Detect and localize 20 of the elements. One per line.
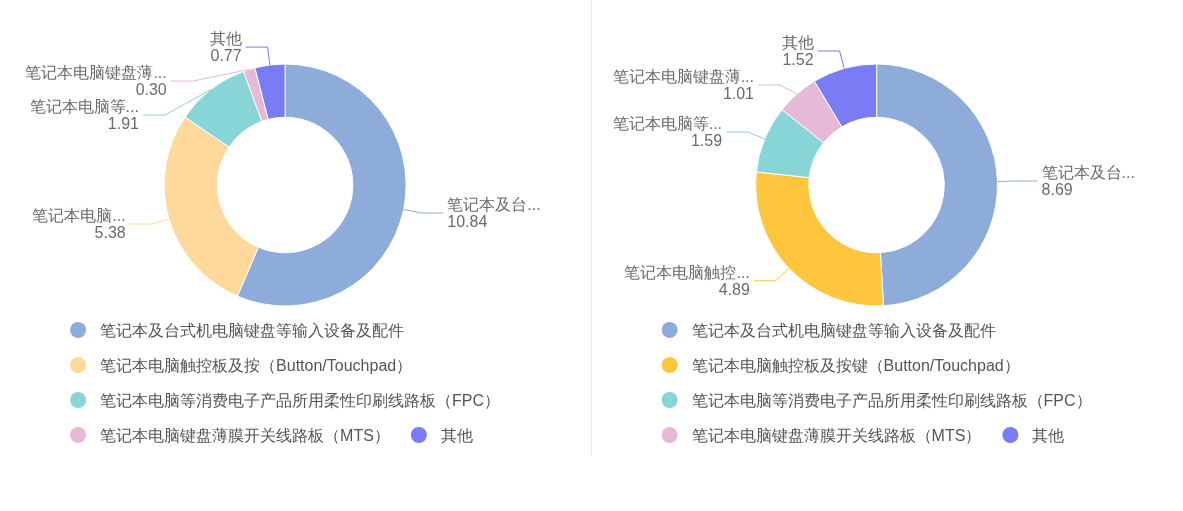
legend-label: 笔记本及台式机电脑键盘等输入设备及配件	[691, 321, 996, 339]
data-label: 其他 0.77	[209, 30, 242, 65]
legend-label: 其他	[440, 426, 473, 444]
data-label: 笔记本电脑等... 1.59	[612, 115, 723, 150]
data-label: 笔记本电脑... 5.38	[32, 207, 126, 242]
legend-label: 其他	[1032, 426, 1065, 444]
legend-label: 笔记本电脑触控板及按（Button/Touchpad）	[100, 356, 413, 374]
legend-label: 笔记本及台式机电脑键盘等输入设备及配件	[100, 321, 405, 339]
data-label: 其他 1.52	[781, 34, 814, 69]
data-label: 笔记本电脑键盘薄... 0.30	[25, 64, 167, 99]
legend-label: 笔记本电脑触控板及按键（Button/Touchpad）	[691, 356, 1020, 374]
legend-label: 笔记本电脑等消费电子产品所用柔性印刷线路板（FPC）	[100, 391, 501, 409]
legend-label: 笔记本电脑键盘薄膜开关线路板（MTS）	[100, 426, 390, 444]
data-label: 笔记本电脑触控... 4.89	[624, 263, 750, 298]
data-label: 笔记本及台... 8.69	[1041, 164, 1135, 199]
data-label: 笔记本电脑等... 1.91	[29, 98, 140, 133]
legend-label: 笔记本电脑等消费电子产品所用柔性印刷线路板（FPC）	[691, 391, 1092, 409]
data-label: 笔记本电脑键盘薄... 1.01	[612, 68, 755, 103]
legend-label: 笔记本电脑键盘薄膜开关线路板（MTS）	[691, 426, 982, 444]
data-label: 笔记本及台... 10.84	[447, 196, 541, 231]
